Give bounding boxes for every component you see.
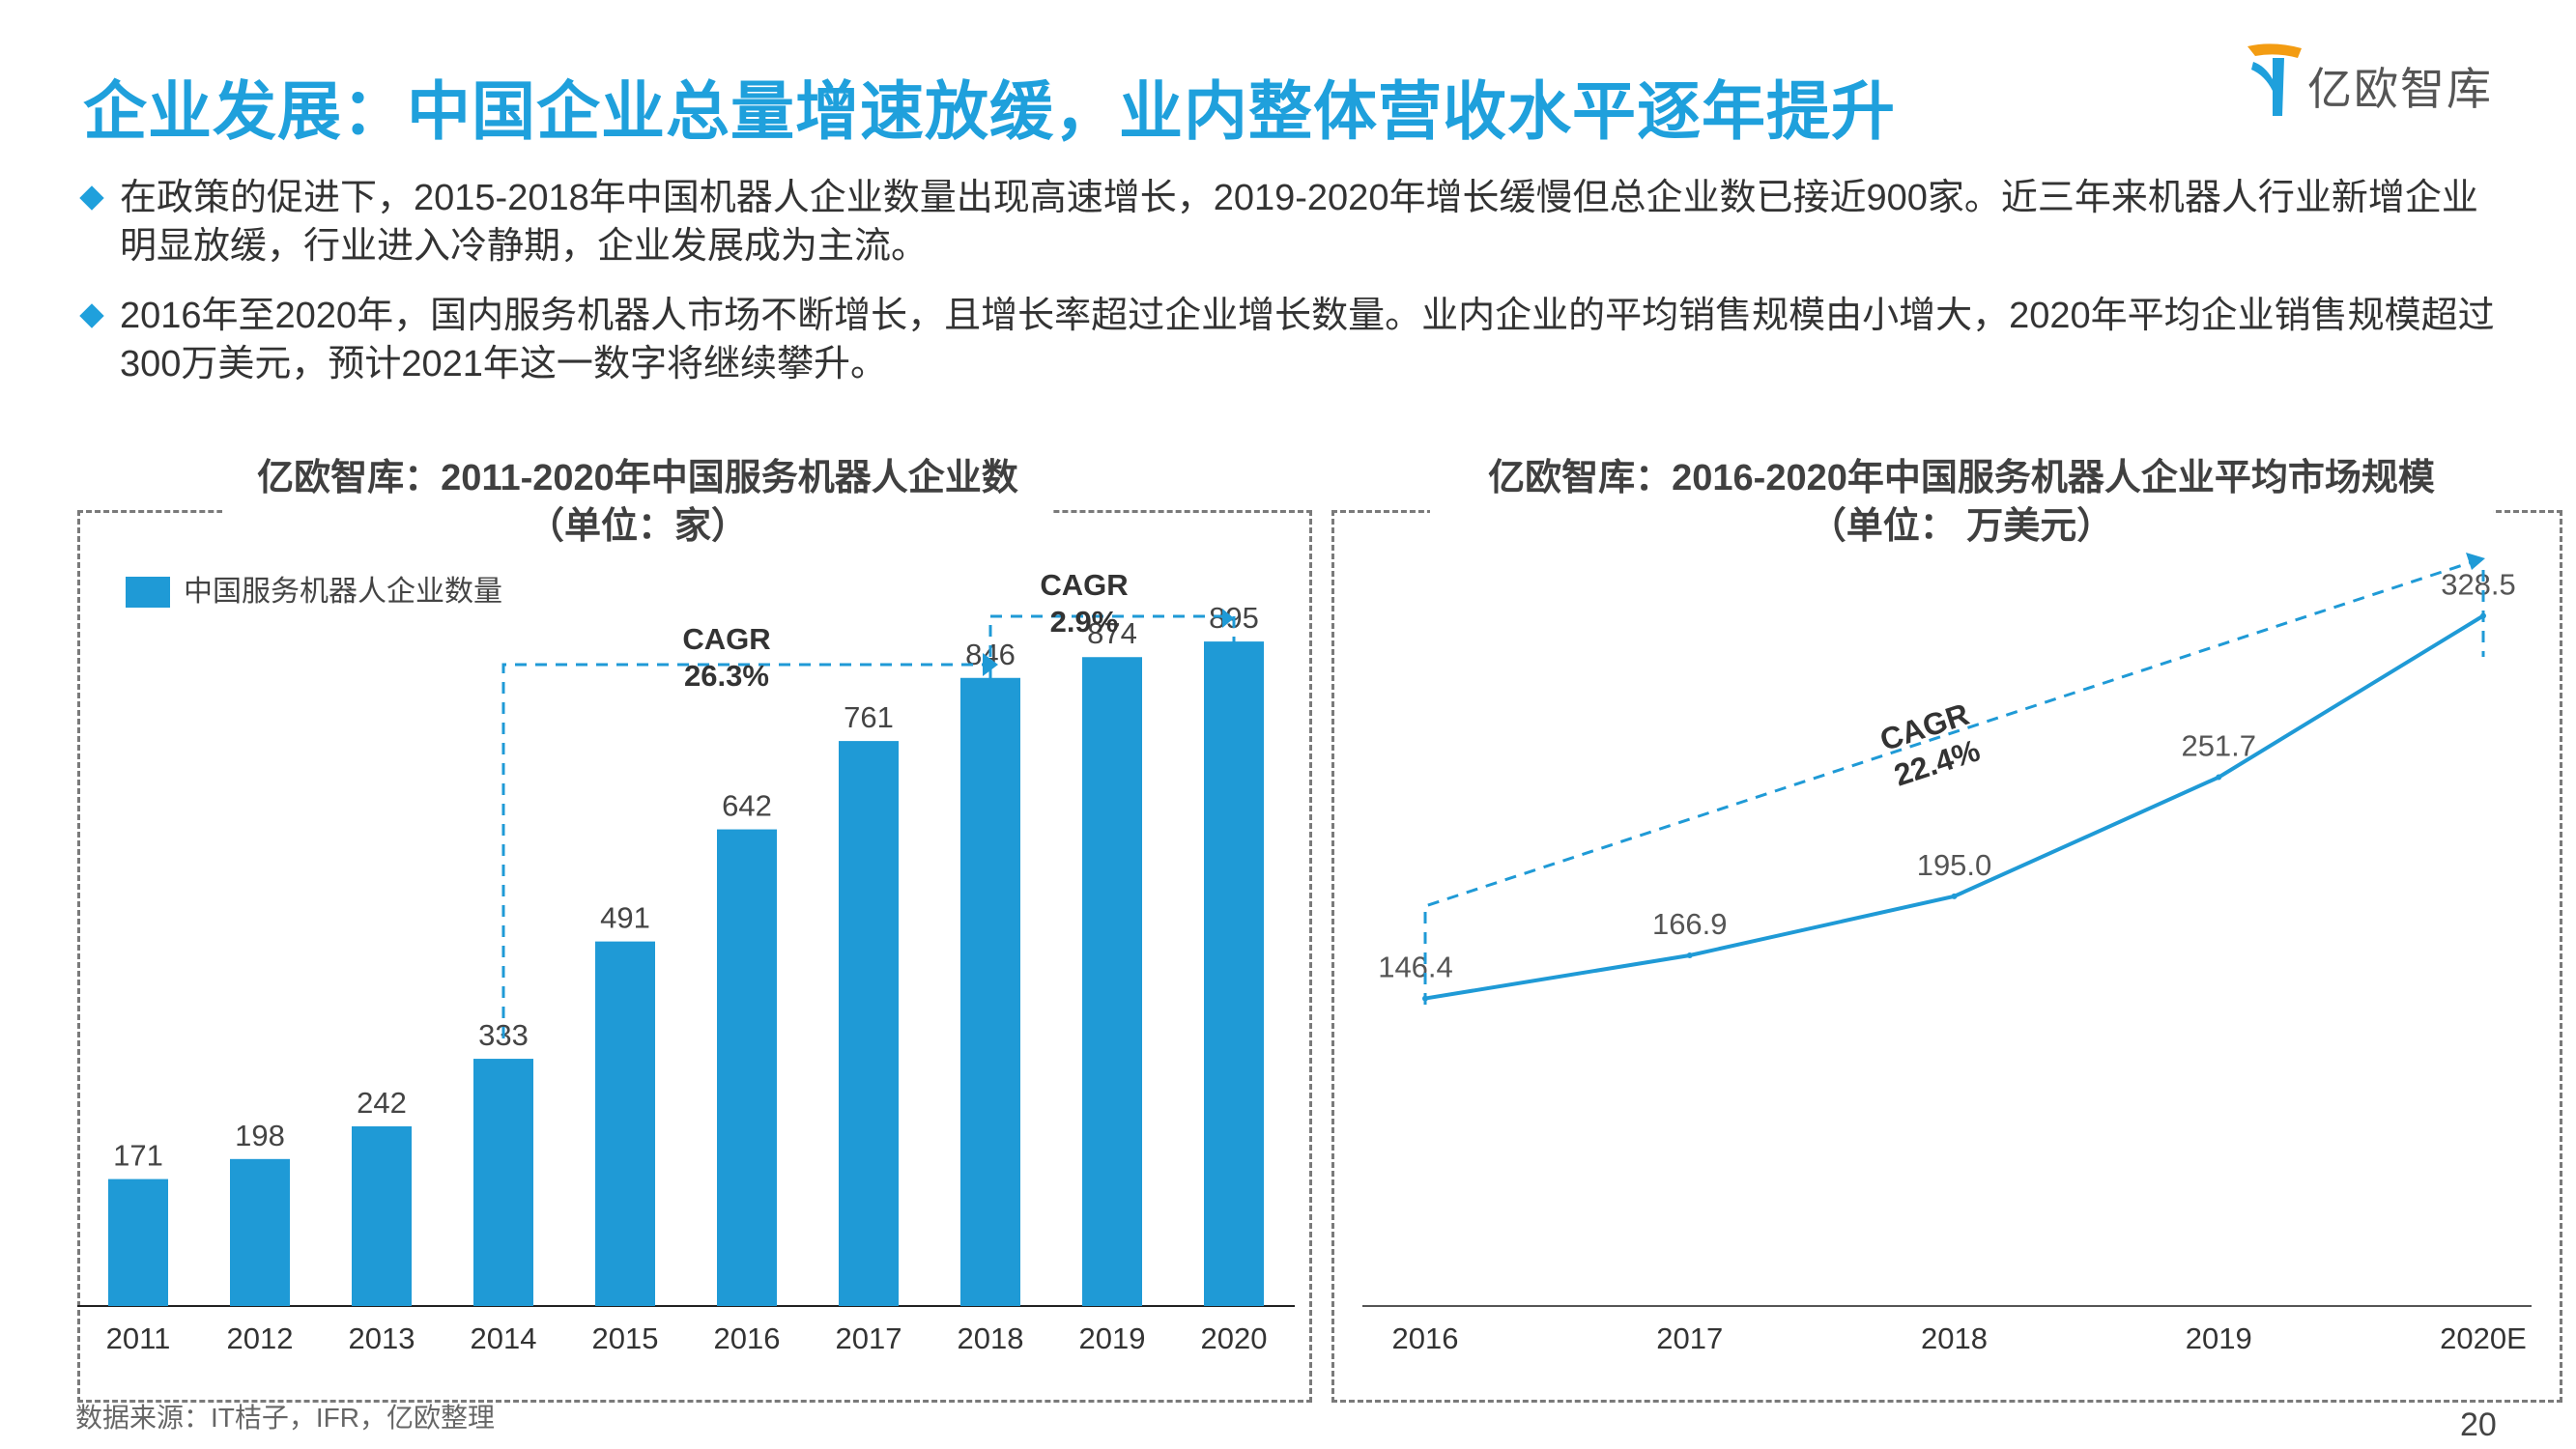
bar (108, 1179, 168, 1306)
bar (717, 829, 777, 1306)
bar (1082, 657, 1142, 1306)
x-tick-label: 2020 (1201, 1321, 1268, 1355)
bar-value-label: 242 (357, 1086, 407, 1120)
cagr-bracket-line (501, 663, 992, 1038)
x-tick-label: 2019 (2186, 1321, 2252, 1355)
bar-value-label: 874 (1087, 616, 1137, 650)
bar-value-label: 491 (600, 901, 650, 935)
bullet-item: 2016年至2020年，国内服务机器人市场不断增长，且增长率超过企业增长数量。业… (77, 292, 2512, 388)
bar (1204, 641, 1264, 1306)
cagr-value: 26.3% (684, 659, 769, 693)
logo-text: 亿欧智库 (2307, 64, 2493, 114)
logo-mark-icon (2247, 43, 2302, 116)
x-tick-label: 2016 (1392, 1321, 1459, 1355)
bullet-text: 2016年至2020年，国内服务机器人市场不断增长，且增长率超过企业增长数量。业… (120, 296, 2495, 384)
legend-label: 中国服务机器人企业数量 (184, 576, 502, 608)
x-tick-label: 2019 (1079, 1321, 1146, 1355)
bar-chart-title: 亿欧智库：2011-2020年中国服务机器人企业数 (257, 458, 1018, 498)
line-chart-subtitle: （单位： 万美元） (1809, 506, 2114, 547)
line-value-label: 251.7 (2181, 729, 2256, 763)
line-value-label: 328.5 (2441, 568, 2516, 602)
x-tick-label: 2015 (592, 1321, 659, 1355)
arrow-head-icon (1222, 609, 1234, 628)
bar-value-label: 198 (235, 1119, 285, 1152)
bar-chart-title-block: 亿欧智库：2011-2020年中国服务机器人企业数 （单位：家） (222, 454, 1053, 551)
page-title: 企业发展：中国企业总量增速放缓，业内整体营收水平逐年提升 (83, 75, 1896, 147)
x-tick-label: 2017 (836, 1321, 902, 1355)
bar-value-label: 642 (722, 789, 772, 823)
line-value-label: 195.0 (1917, 848, 1992, 882)
line-chart-title-block: 亿欧智库：2016-2020年中国服务机器人企业平均市场规模 （单位： 万美元） (1430, 454, 2493, 551)
cagr-value: 2.9% (1050, 605, 1119, 639)
x-tick-label: 2016 (714, 1321, 781, 1355)
cagr-label: CAGR (682, 622, 770, 656)
x-tick-label: 2018 (1921, 1321, 1988, 1355)
bar (595, 941, 655, 1306)
source-note: 数据来源：IT桔子，IFR，亿欧整理 (75, 1403, 495, 1433)
bar-value-label: 171 (113, 1139, 163, 1173)
bar (473, 1059, 533, 1306)
bar (230, 1158, 290, 1306)
bullet-item: 在政策的促进下，2015-2018年中国机器人企业数量出现高速增长，2019-2… (77, 174, 2512, 270)
bar-chart-subtitle: （单位：家） (527, 506, 748, 547)
line-point (1951, 893, 1958, 899)
bar (839, 741, 899, 1306)
x-tick-label: 2012 (227, 1321, 294, 1355)
bullet-list: 在政策的促进下，2015-2018年中国机器人企业数量出现高速增长，2019-2… (77, 174, 2512, 410)
page-number: 20 (2460, 1406, 2497, 1443)
bar (352, 1125, 412, 1306)
legend-swatch (126, 577, 170, 608)
cagr-label: CAGR (1040, 568, 1128, 602)
x-tick-label: 2014 (471, 1321, 537, 1355)
cagr-bracket-line (988, 614, 1236, 697)
x-tick-label: 2018 (958, 1321, 1024, 1355)
x-tick-label: 2011 (106, 1321, 171, 1355)
arrow-head-icon (2466, 553, 2485, 570)
bar (960, 677, 1020, 1306)
x-tick-label: 2013 (349, 1321, 415, 1355)
bullet-text: 在政策的促进下，2015-2018年中国机器人企业数量出现高速增长，2019-2… (120, 178, 2478, 267)
x-tick-label: 2020E (2440, 1321, 2527, 1355)
line-point (1686, 952, 1693, 958)
logo: 亿欧智库 (2244, 37, 2533, 124)
arrow-head-icon (983, 653, 998, 676)
line-value-label: 166.9 (1652, 907, 1728, 941)
line-series (1424, 613, 2485, 1001)
line-point (2216, 774, 2222, 781)
bar-value-label: 761 (844, 700, 894, 734)
x-tick-label: 2017 (1656, 1321, 1723, 1355)
cagr-trend-line (1423, 556, 2484, 1005)
line-value-label: 146.4 (1378, 951, 1453, 984)
line-chart-title: 亿欧智库：2016-2020年中国服务机器人企业平均市场规模 (1488, 458, 2435, 498)
